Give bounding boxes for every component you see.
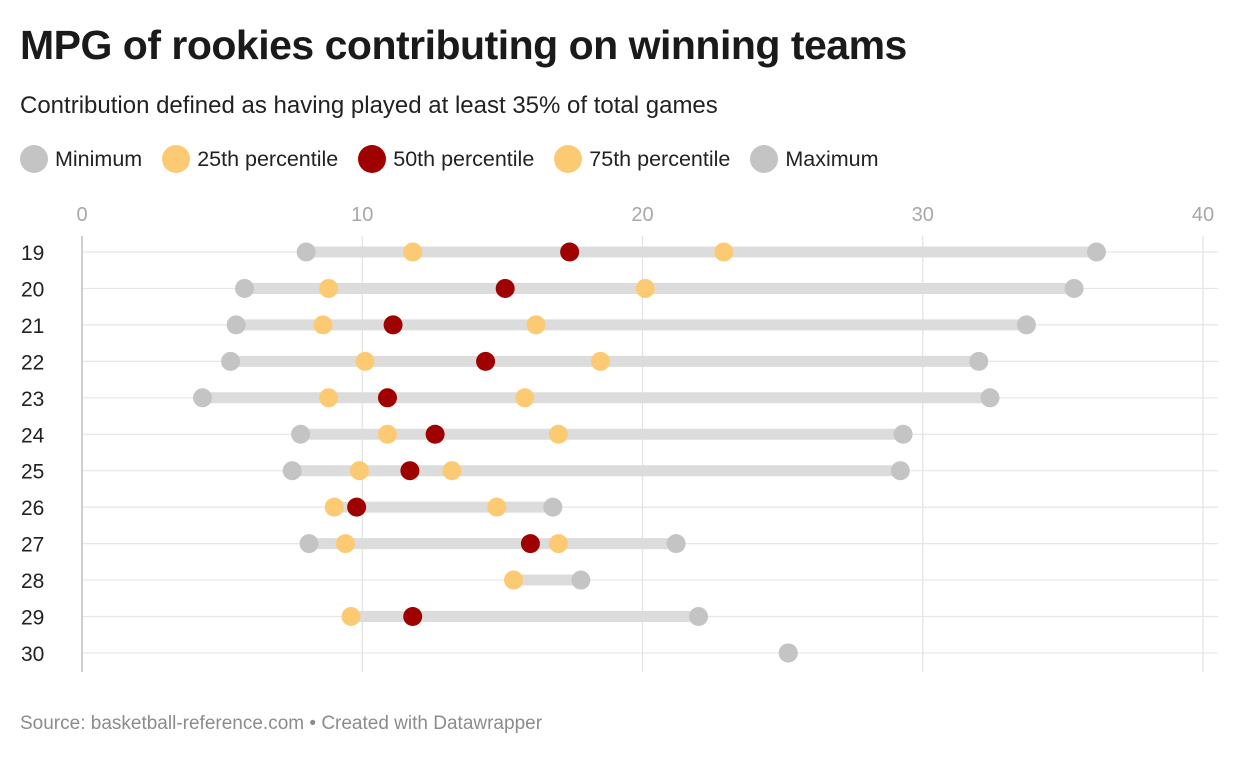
dot-max: [1064, 278, 1084, 298]
dot-p50: [383, 315, 403, 335]
x-tick-label: 20: [631, 204, 653, 226]
dot-max: [689, 607, 709, 626]
dot-min: [221, 351, 241, 371]
dot-p50: [377, 388, 397, 408]
dot-p25: [355, 351, 375, 371]
dot-p50: [520, 534, 540, 554]
dot-p50: [476, 351, 496, 371]
y-tick-label: 24: [21, 424, 45, 447]
dot-p75: [504, 570, 524, 590]
x-tick-label: 10: [351, 204, 373, 226]
x-tick-label: 30: [912, 204, 934, 226]
y-tick-label: 23: [21, 388, 44, 411]
footer-separator: •: [309, 713, 317, 734]
dot-p50: [347, 497, 367, 517]
dot-max: [543, 497, 563, 517]
legend-item-25th-percentile: 25th percentile: [162, 145, 338, 173]
y-tick-label: 19: [21, 242, 44, 265]
legend-swatch-75th-percentile: [554, 145, 583, 173]
legend-swatch-50th-percentile: [358, 145, 387, 173]
y-tick-label: 29: [21, 607, 44, 630]
y-tick-label: 28: [21, 570, 44, 593]
y-tick-label: 26: [21, 497, 44, 520]
y-tick-label: 20: [21, 278, 44, 301]
dot-min: [282, 461, 302, 481]
dot-p75: [487, 497, 507, 517]
dot-min: [291, 424, 311, 444]
legend-label-75th-percentile: 75th percentile: [589, 146, 731, 171]
dot-p25: [335, 534, 355, 554]
dot-max: [666, 534, 686, 554]
x-tick-label: 0: [76, 204, 87, 226]
dot-p75: [548, 424, 568, 444]
dot-p75: [548, 534, 568, 554]
dot-max: [1016, 315, 1036, 335]
chart-footer: Source: basketball-reference.com • Creat…: [20, 713, 542, 735]
dot-max: [980, 388, 1000, 408]
dot-max: [890, 461, 910, 481]
y-tick-label: 25: [21, 461, 44, 484]
x-tick-label: 40: [1192, 204, 1214, 226]
dot-p75: [526, 315, 546, 335]
dot-p75: [635, 278, 655, 298]
dot-p25: [403, 242, 423, 262]
dot-p75: [714, 242, 734, 262]
dot-min: [193, 388, 213, 408]
chart-legend: Minimum 25th percentile 50th percentile …: [20, 145, 899, 173]
legend-label-minimum: Minimum: [55, 146, 143, 171]
legend-swatch-25th-percentile: [162, 145, 191, 173]
dot-p25: [349, 461, 369, 481]
dot-p25: [319, 278, 339, 298]
dot-max: [893, 424, 913, 444]
dot-min: [226, 315, 246, 335]
dot-p75: [590, 351, 610, 371]
dot-min: [296, 242, 316, 262]
legend-label-maximum: Maximum: [785, 146, 879, 171]
dot-min: [299, 534, 319, 554]
y-tick-label: 21: [21, 315, 44, 338]
dot-p25: [377, 424, 397, 444]
legend-item-minimum: Minimum: [20, 145, 142, 173]
legend-item-maximum: Maximum: [750, 145, 879, 173]
dot-max: [969, 351, 989, 371]
dot-max: [571, 570, 591, 590]
chart-title: MPG of rookies contributing on winning t…: [20, 22, 907, 68]
chart-subtitle: Contribution defined as having played at…: [20, 92, 718, 119]
legend-swatch-maximum: [750, 145, 779, 173]
dot-p25: [341, 607, 361, 626]
legend-label-50th-percentile: 50th percentile: [393, 146, 535, 171]
dot-p25: [313, 315, 333, 335]
dot-p50: [400, 461, 420, 481]
dot-p75: [442, 461, 462, 481]
dot-p50: [403, 607, 423, 626]
y-tick-label: 27: [21, 534, 44, 557]
legend-swatch-minimum: [20, 145, 48, 173]
y-tick-label: 22: [21, 351, 44, 374]
dot-max: [1087, 242, 1107, 262]
dot-p25: [324, 497, 344, 517]
legend-item-75th-percentile: 75th percentile: [554, 145, 730, 173]
dot-p25: [319, 388, 339, 408]
legend-item-50th-percentile: 50th percentile: [358, 145, 534, 173]
dot-p50: [560, 242, 580, 262]
footer-source: Source: basketball-reference.com: [20, 713, 305, 734]
footer-credit: Created with Datawrapper: [321, 713, 543, 734]
dot-p75: [515, 388, 535, 408]
dot-p50: [425, 424, 445, 444]
dot-max: [778, 643, 798, 663]
dot-p50: [495, 278, 515, 298]
range-dot-chart: 0 10 20 30 40 19 20 21 22 23 24 25 26 27 28 29 30: [21, 204, 1218, 672]
dot-min: [235, 278, 255, 298]
legend-label-25th-percentile: 25th percentile: [197, 146, 339, 171]
y-tick-label: 30: [21, 643, 44, 666]
